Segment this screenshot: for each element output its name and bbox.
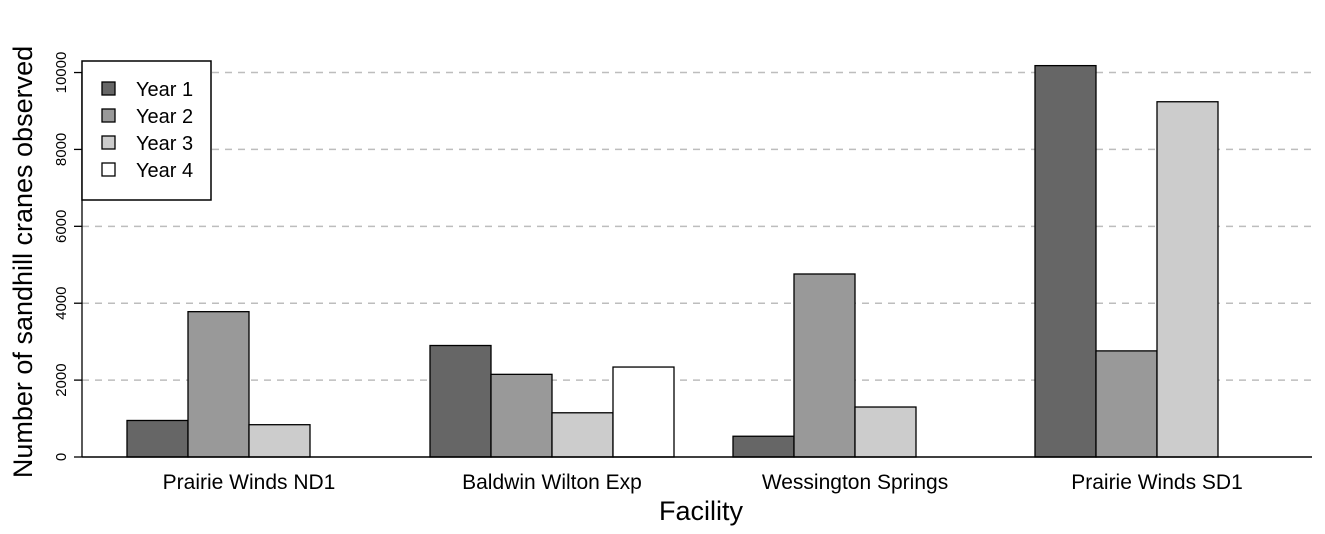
- y-axis-title: Number of sandhill cranes observed: [8, 46, 38, 478]
- y-tick-label: 4000: [53, 287, 70, 320]
- y-tick-label: 6000: [53, 210, 70, 243]
- bar: [248, 424, 311, 458]
- legend-label: Year 4: [136, 160, 193, 182]
- bar: [126, 419, 189, 458]
- legend: Year 1 Year 2 Year 3 Year 4: [81, 60, 212, 201]
- axes: 0 2000 4000 6000 8000 10000 Prairie Winds ND1 B…: [53, 52, 1312, 494]
- legend-label: Year 3: [136, 133, 193, 155]
- bar: [551, 412, 614, 458]
- bar: [1034, 64, 1097, 458]
- legend-label: Year 2: [136, 106, 193, 128]
- legend-swatch: [101, 135, 116, 150]
- y-tick-label: 8000: [53, 133, 70, 166]
- bar: [187, 311, 250, 458]
- bar: [429, 344, 492, 458]
- y-tick-label: 2000: [53, 363, 70, 396]
- legend-swatch: [101, 108, 116, 123]
- bar: [854, 406, 917, 458]
- bar: [732, 435, 795, 458]
- x-tick-label: Baldwin Wilton Exp: [462, 471, 642, 494]
- y-tick-label: 0: [53, 453, 70, 461]
- legend-swatch: [101, 81, 116, 96]
- bars: [126, 64, 1219, 458]
- x-axis-title: Facility: [659, 496, 744, 526]
- x-tick-label: Prairie Winds ND1: [163, 471, 336, 494]
- bar: [1156, 101, 1219, 458]
- legend-label: Year 1: [136, 79, 193, 101]
- y-tick-label: 10000: [53, 52, 70, 94]
- x-tick-label: Wessington Springs: [762, 471, 948, 494]
- bar: [793, 273, 856, 458]
- legend-swatch: [101, 162, 116, 177]
- x-tick-label: Prairie Winds SD1: [1071, 471, 1243, 494]
- bar: [1095, 350, 1158, 458]
- bar: [612, 366, 675, 458]
- gridlines: [82, 71, 1312, 381]
- bar: [490, 373, 553, 458]
